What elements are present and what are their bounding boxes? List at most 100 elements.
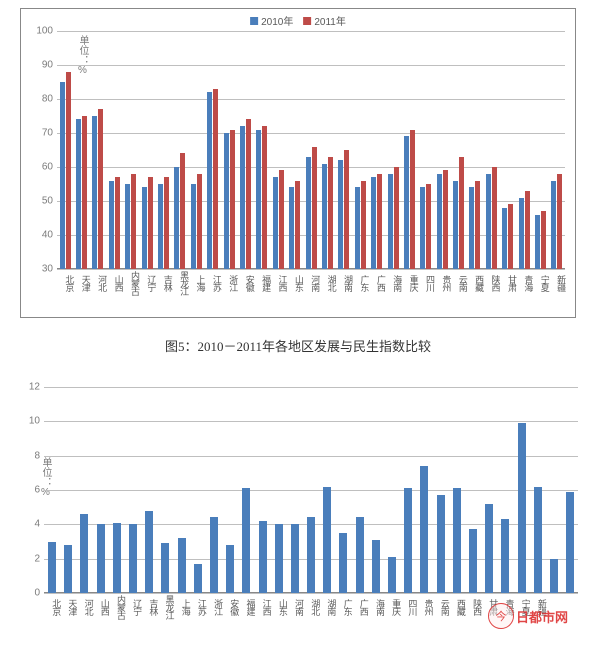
- bar-2011: [148, 177, 153, 269]
- legend-item-2010: 2010年: [250, 13, 293, 28]
- bar-2010: [404, 136, 409, 269]
- ytick-label: 50: [42, 196, 53, 207]
- bar-2010: [125, 184, 130, 269]
- bar-group: [418, 31, 434, 269]
- bar-group: [60, 387, 76, 593]
- bar-2011: [443, 170, 448, 269]
- bar: [469, 529, 477, 593]
- bar-group: [303, 31, 319, 269]
- xlabel: 陕西: [483, 269, 499, 295]
- bar-2011: [377, 174, 382, 269]
- bar-group: [368, 31, 384, 269]
- bar: [534, 487, 542, 593]
- ytick-label: 30: [42, 264, 53, 275]
- xlabel: 浙江: [221, 269, 237, 295]
- bar-group: [532, 31, 548, 269]
- xlabel: 福建: [238, 593, 254, 619]
- bar-group: [237, 31, 253, 269]
- bar-2011: [279, 170, 284, 269]
- watermark-icon: 今: [488, 603, 514, 629]
- bar-group: [76, 387, 92, 593]
- bar-group: [205, 31, 221, 269]
- xlabel: 河北: [76, 593, 92, 619]
- bar-2011: [394, 167, 399, 269]
- xlabel: 广西: [368, 269, 384, 295]
- bar-group: [172, 31, 188, 269]
- bar: [323, 487, 331, 593]
- ytick-label: 40: [42, 230, 53, 241]
- xlabel: 西藏: [449, 593, 465, 619]
- bar-2010: [453, 181, 458, 269]
- xlabel: 内蒙古: [109, 593, 125, 619]
- bar-group: [319, 387, 335, 593]
- xlabel: 内蒙古: [123, 269, 139, 295]
- bar-2011: [328, 157, 333, 269]
- bar-group: [416, 387, 432, 593]
- bar-2011: [525, 191, 530, 269]
- bar-group: [513, 387, 529, 593]
- bar-group: [433, 387, 449, 593]
- bar-group: [352, 387, 368, 593]
- bar-group: [336, 31, 352, 269]
- bar-group: [57, 31, 73, 269]
- ytick-label: 12: [29, 382, 40, 393]
- bar-group: [90, 31, 106, 269]
- bar-group: [106, 31, 122, 269]
- bar-2010: [224, 133, 229, 269]
- bar-2011: [344, 150, 349, 269]
- bar-2010: [174, 167, 179, 269]
- xlabel: 山西: [106, 269, 122, 295]
- bar-2011: [426, 184, 431, 269]
- xlabel: 吉林: [141, 593, 157, 619]
- legend-swatch-2010: [250, 17, 258, 25]
- ytick-label: 10: [29, 416, 40, 427]
- xlabel: 浙江: [206, 593, 222, 619]
- bar: [259, 521, 267, 593]
- bar-group: [449, 387, 465, 593]
- bar-group: [530, 387, 546, 593]
- bar-group: [516, 31, 532, 269]
- bar-group: [483, 31, 499, 269]
- bar-group: [549, 31, 565, 269]
- bar-2010: [207, 92, 212, 269]
- bar-group: [400, 387, 416, 593]
- bar-group: [319, 31, 335, 269]
- xlabel: 辽宁: [125, 593, 141, 619]
- bar: [291, 524, 299, 593]
- legend-label-2010: 2010年: [261, 13, 293, 28]
- bar-group: [286, 31, 302, 269]
- bar-group: [93, 387, 109, 593]
- bar-group: [465, 387, 481, 593]
- bar-group: [335, 387, 351, 593]
- xlabel: 上海: [174, 593, 190, 619]
- xlabel: 海南: [368, 593, 384, 619]
- bar-group: [254, 387, 270, 593]
- bar-2011: [98, 109, 103, 269]
- bar: [453, 488, 461, 593]
- bar-2010: [519, 198, 524, 269]
- bar-group: [155, 31, 171, 269]
- bar-group: [467, 31, 483, 269]
- bar-2011: [508, 204, 513, 269]
- bar: [97, 524, 105, 593]
- bar-2011: [312, 147, 317, 269]
- bar: [485, 504, 493, 593]
- xlabel: 海南: [385, 269, 401, 295]
- bar: [518, 423, 526, 593]
- bar-group: [238, 387, 254, 593]
- bar-group: [190, 387, 206, 593]
- bar: [501, 519, 509, 593]
- xlabel: 四川: [400, 593, 416, 619]
- xlabel: 天津: [73, 269, 89, 295]
- chart-1-bars: [57, 31, 565, 269]
- bar-2011: [230, 130, 235, 269]
- xlabel: 黑龙江: [157, 593, 173, 619]
- bar: [550, 559, 558, 593]
- xlabel: 天津: [60, 593, 76, 619]
- bar: [437, 495, 445, 593]
- ytick-label: 8: [34, 450, 40, 461]
- bar-group: [384, 387, 400, 593]
- chart-2-plot-area: 单位：% 024681012北京天津河北山西内蒙古辽宁吉林黑龙江上海江苏浙江安徽…: [44, 387, 578, 593]
- bar-group: [562, 387, 578, 593]
- bar: [113, 523, 121, 593]
